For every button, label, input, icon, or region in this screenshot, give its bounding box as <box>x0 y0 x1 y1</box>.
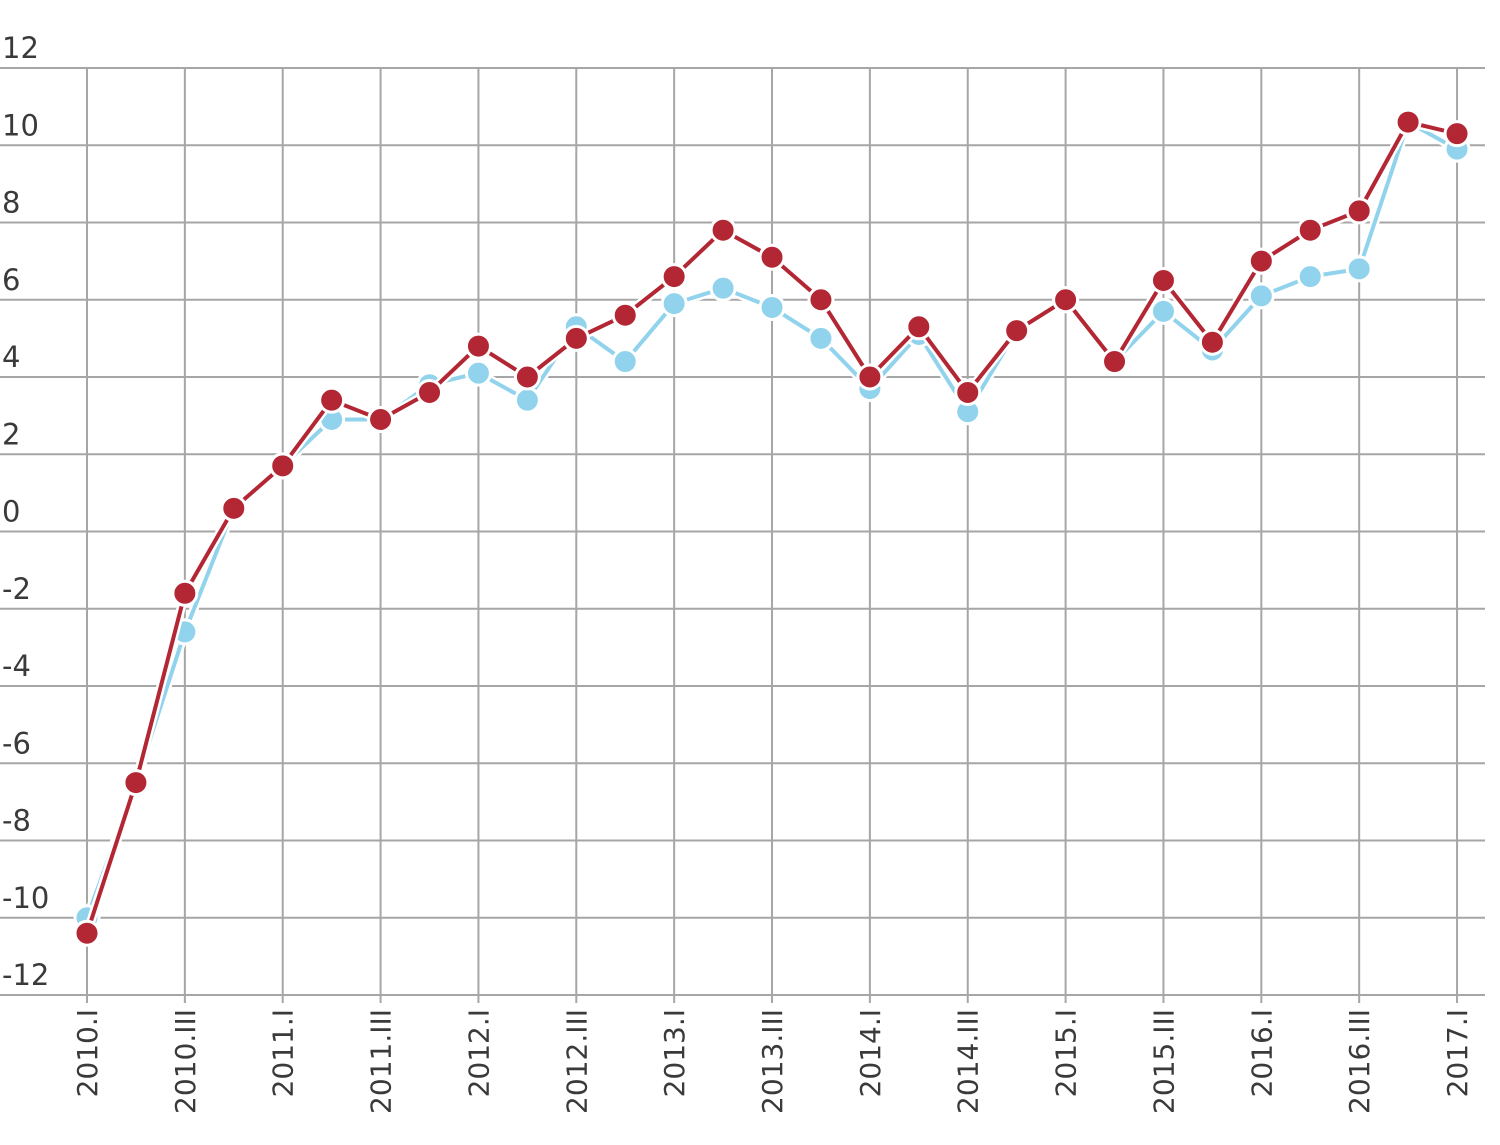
data-point <box>1345 255 1373 283</box>
data-point <box>1101 348 1129 376</box>
data-point <box>709 274 737 302</box>
data-point <box>1296 263 1324 291</box>
data-point <box>856 363 884 391</box>
data-point <box>905 313 933 341</box>
data-point <box>464 359 492 387</box>
x-tick-label: 2014.III <box>952 1009 985 1114</box>
data-point <box>269 452 297 480</box>
data-point <box>611 301 639 329</box>
x-tick-label: 2016.III <box>1343 1009 1376 1114</box>
data-point <box>807 324 835 352</box>
data-point <box>807 286 835 314</box>
x-tick-label: 2015.III <box>1147 1009 1180 1114</box>
x-tick-label: 2017.I <box>1441 1009 1474 1097</box>
x-tick-label: 2014.I <box>854 1009 887 1097</box>
data-point <box>660 290 688 318</box>
y-tick-label: 2 <box>2 417 20 451</box>
x-tick-label: 2010.I <box>71 1009 104 1097</box>
data-point <box>1394 108 1422 136</box>
x-tick-label: 2011.I <box>267 1009 300 1097</box>
y-axis-ticks: 12 10 8 6 4 2 0 -2 -4 -6 -8 -10 -12 <box>2 31 49 992</box>
data-point <box>318 386 346 414</box>
data-point <box>758 243 786 271</box>
data-point <box>1345 197 1373 225</box>
series-layer <box>73 108 1471 947</box>
y-tick-label: 10 <box>2 108 39 142</box>
data-point <box>709 216 737 244</box>
data-point <box>1052 286 1080 314</box>
y-tick-label: -12 <box>2 958 49 992</box>
data-point <box>73 919 101 947</box>
data-point <box>1296 216 1324 244</box>
data-point <box>611 348 639 376</box>
x-tick-label: 2010.III <box>169 1009 202 1114</box>
data-point <box>513 386 541 414</box>
y-tick-label: -6 <box>2 726 31 760</box>
data-point <box>660 263 688 291</box>
x-tick-label: 2013.I <box>658 1009 691 1097</box>
y-tick-label: 6 <box>2 263 20 297</box>
data-point <box>1198 328 1226 356</box>
y-tick-label: -4 <box>2 649 31 683</box>
data-point <box>416 378 444 406</box>
y-tick-label: 12 <box>2 31 39 65</box>
data-point <box>758 293 786 321</box>
data-point <box>1003 317 1031 345</box>
data-point <box>1443 120 1471 148</box>
x-tick-label: 2016.I <box>1245 1009 1278 1097</box>
data-point <box>464 332 492 360</box>
x-tick-label: 2013.III <box>756 1009 789 1114</box>
x-tick-label: 2012.III <box>560 1009 593 1114</box>
data-point <box>1247 247 1275 275</box>
data-point <box>562 324 590 352</box>
data-point <box>513 363 541 391</box>
x-tick-label: 2011.III <box>365 1009 398 1114</box>
data-point <box>171 579 199 607</box>
y-tick-label: -8 <box>2 804 31 838</box>
y-tick-label: 0 <box>2 495 20 529</box>
data-point <box>1247 282 1275 310</box>
series-2 <box>73 108 1471 947</box>
y-tick-label: 8 <box>2 186 20 220</box>
data-point <box>122 769 150 797</box>
gridlines <box>0 67 1485 1003</box>
data-point <box>1149 297 1177 325</box>
x-tick-label: 2012.I <box>462 1009 495 1097</box>
data-point <box>220 494 248 522</box>
x-tick-label: 2015.I <box>1050 1009 1083 1097</box>
x-axis-ticks: 2010.I 2010.III 2011.I 2011.III 2012.I 2012.I… <box>71 1009 1474 1114</box>
y-tick-label: 4 <box>2 340 20 374</box>
data-point <box>1149 266 1177 294</box>
data-point <box>367 405 395 433</box>
y-tick-label: -2 <box>2 572 31 606</box>
data-point <box>954 378 982 406</box>
y-tick-label: -10 <box>2 881 49 915</box>
